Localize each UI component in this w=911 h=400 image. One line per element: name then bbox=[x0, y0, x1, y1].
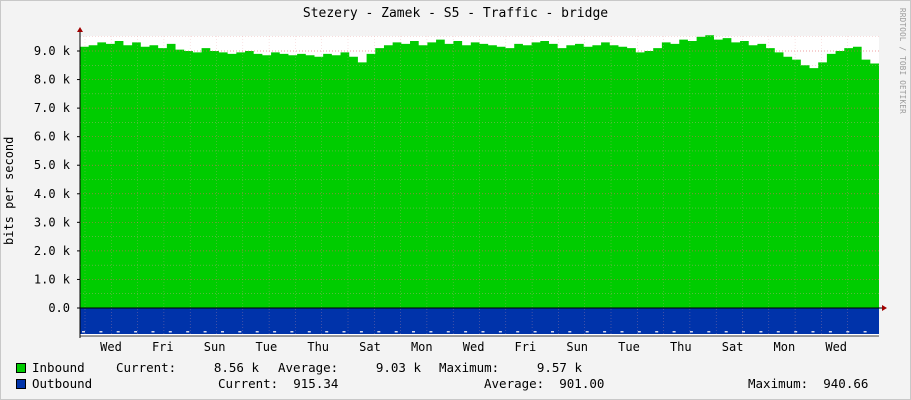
y-tick-label: 9.0 k bbox=[34, 44, 71, 58]
outbound-sample bbox=[290, 331, 294, 333]
x-tick-label: Thu bbox=[670, 340, 692, 354]
outbound-sample bbox=[412, 331, 415, 333]
outbound-sample bbox=[82, 331, 85, 333]
inbound-legend-name: Inbound bbox=[32, 360, 85, 375]
legend-row-inbound: Inbound Current: 8.56 k Average: 9.03 k … bbox=[16, 360, 896, 376]
x-tick-label: Wed bbox=[100, 340, 122, 354]
inbound-maximum: Maximum: 9.57 k bbox=[439, 360, 582, 375]
outbound-sample bbox=[707, 331, 711, 333]
inbound-average: Average: 9.03 k bbox=[278, 360, 421, 375]
x-axis-arrow bbox=[882, 305, 887, 311]
outbound-sample bbox=[134, 331, 138, 333]
x-tick-label: Thu bbox=[307, 340, 329, 354]
x-tick-label: Wed bbox=[463, 340, 485, 354]
x-tick-label: Tue bbox=[618, 340, 640, 354]
y-tick-label: 1.0 k bbox=[34, 272, 71, 286]
outbound-maximum: Maximum: 940.66 bbox=[748, 376, 869, 391]
grid-layer bbox=[80, 36, 879, 336]
y-tick-label: 7.0 k bbox=[34, 101, 71, 115]
axis-layer bbox=[77, 27, 887, 338]
outbound-sample bbox=[551, 331, 554, 333]
outbound-sample bbox=[481, 331, 485, 333]
outbound-sample bbox=[446, 331, 450, 333]
outbound-sample bbox=[863, 331, 867, 333]
y-tick-label: 8.0 k bbox=[34, 73, 71, 87]
y-tick-label: 4.0 k bbox=[34, 187, 71, 201]
outbound-sample bbox=[377, 331, 381, 333]
outbound-sample bbox=[325, 331, 329, 333]
outbound-current: Current: 915.34 bbox=[218, 376, 339, 391]
y-tick-label: 3.0 k bbox=[34, 215, 71, 229]
outbound-sample bbox=[533, 331, 537, 333]
outbound-sample bbox=[759, 331, 763, 333]
inbound-swatch bbox=[16, 363, 26, 373]
x-tick-label: Sun bbox=[566, 340, 588, 354]
outbound-sample bbox=[116, 331, 120, 333]
outbound-sample bbox=[637, 331, 641, 333]
x-tick-labels: Wed Fri Sun Tue Thu Sat Mon Wed Fri Sun Tue Thu Sat M… bbox=[100, 340, 847, 354]
x-tick-label: Fri bbox=[152, 340, 174, 354]
legend-row-outbound: Outbound Current: 915.34 Average: 901.00… bbox=[16, 376, 896, 392]
y-tick-label: 2.0 k bbox=[34, 244, 71, 258]
outbound-sample bbox=[342, 331, 346, 333]
y-tick-label: 0.0 bbox=[48, 301, 70, 315]
outbound-sample bbox=[811, 331, 815, 333]
graph-title: Stezery - Zamek - S5 - Traffic - bridge bbox=[302, 6, 609, 21]
y-axis-arrow bbox=[77, 27, 83, 32]
y-tick-label: 6.0 k bbox=[34, 130, 71, 144]
outbound-sample bbox=[828, 331, 832, 333]
outbound-sample bbox=[689, 331, 693, 333]
outbound-sample bbox=[776, 331, 780, 333]
outbound-sample bbox=[221, 331, 224, 333]
x-tick-label: Sat bbox=[359, 340, 381, 354]
outbound-sample bbox=[203, 331, 207, 333]
outbound-sample bbox=[307, 331, 311, 333]
outbound-sample bbox=[273, 331, 277, 333]
outbound-sample bbox=[794, 331, 798, 333]
outbound-sample bbox=[186, 331, 190, 333]
outbound-sample bbox=[516, 331, 520, 333]
outbound-sample bbox=[238, 331, 242, 333]
inbound-current: Current: 8.56 k bbox=[116, 360, 259, 375]
outbound-sample bbox=[585, 331, 589, 333]
outbound-sample bbox=[429, 331, 433, 333]
y-tick-label: 5.0 k bbox=[34, 158, 71, 172]
rrdtool-watermark: RRDTOOL / TOBI OETIKER bbox=[898, 8, 907, 114]
outbound-sample bbox=[151, 331, 155, 333]
outbound-sample bbox=[394, 331, 398, 333]
outbound-sample bbox=[568, 331, 572, 333]
outbound-average: Average: 901.00 bbox=[484, 376, 605, 391]
outbound-swatch bbox=[16, 379, 26, 389]
outbound-sample bbox=[724, 331, 728, 333]
x-tick-label: Fri bbox=[515, 340, 537, 354]
x-tick-label: Mon bbox=[411, 340, 433, 354]
outbound-sample bbox=[846, 331, 850, 333]
outbound-sample bbox=[168, 331, 172, 333]
outbound-sample bbox=[99, 331, 103, 333]
outbound-sample bbox=[742, 331, 745, 333]
outbound-sample bbox=[655, 331, 659, 333]
x-tick-label: Mon bbox=[774, 340, 796, 354]
outbound-legend-name: Outbound bbox=[32, 376, 93, 391]
y-tick-labels: 0.0 1.0 k 2.0 k 3.0 k 4.0 k 5.0 k 6.0 k 7.0 k 8.… bbox=[34, 44, 80, 315]
outbound-sample bbox=[255, 331, 259, 333]
x-tick-label: Sun bbox=[204, 340, 226, 354]
outbound-sample bbox=[603, 331, 607, 333]
x-tick-label: Wed bbox=[825, 340, 847, 354]
outbound-sample bbox=[464, 331, 468, 333]
series-layer bbox=[80, 35, 879, 334]
outbound-sample bbox=[498, 331, 502, 333]
outbound-sample bbox=[620, 331, 624, 333]
x-tick-label: Sat bbox=[722, 340, 744, 354]
outbound-sample bbox=[359, 331, 363, 333]
x-tick-label: Tue bbox=[256, 340, 278, 354]
outbound-sample bbox=[672, 331, 676, 333]
